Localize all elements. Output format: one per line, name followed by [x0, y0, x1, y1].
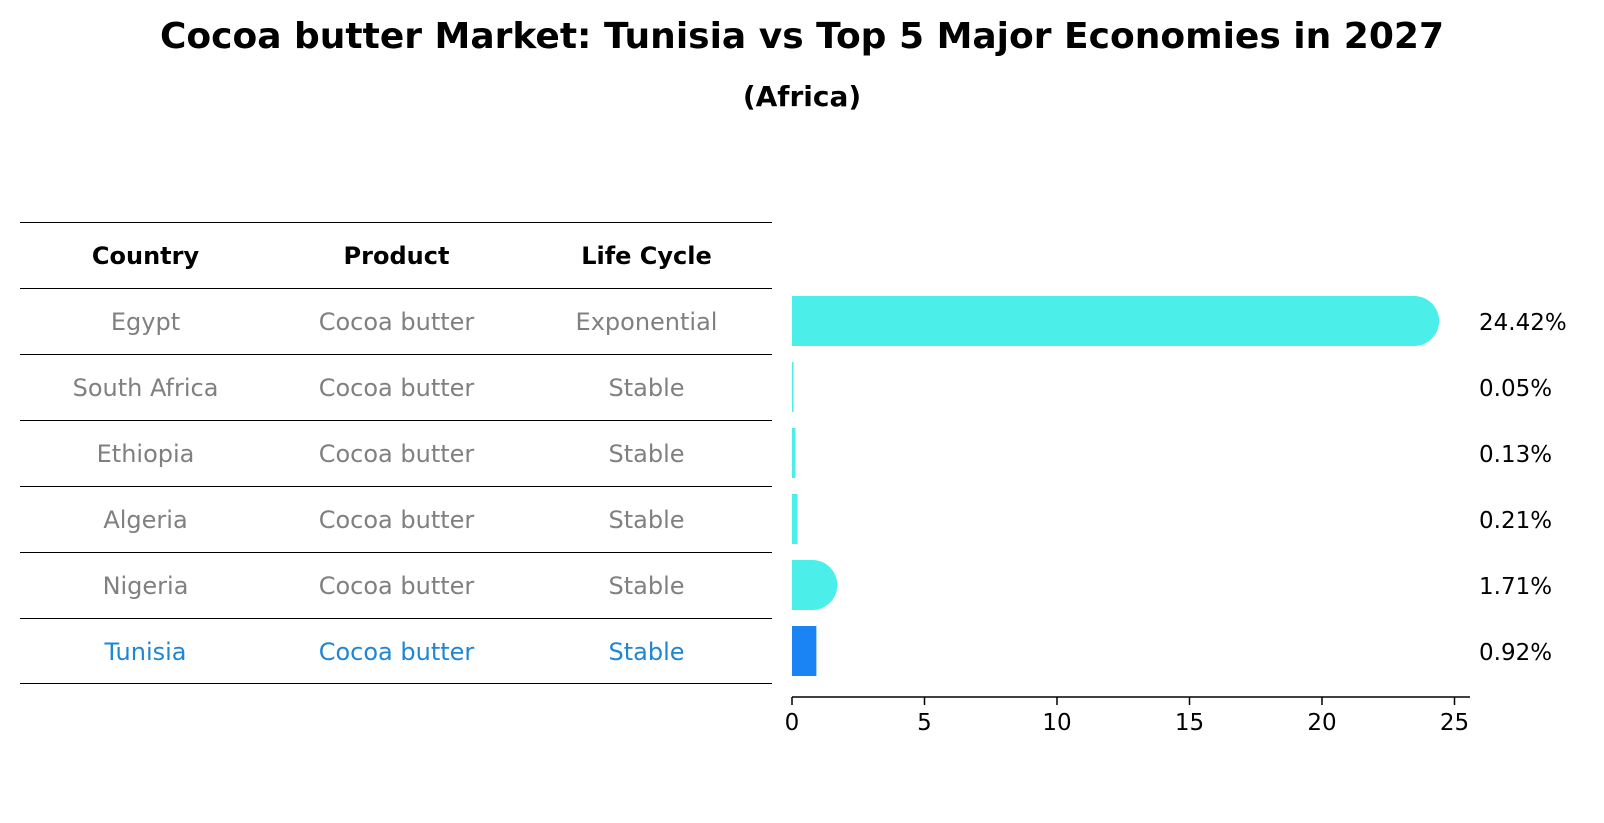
country-cell: Nigeria: [102, 572, 189, 600]
life-cycle-cell: Stable: [608, 572, 685, 600]
value-label: 1.71%: [1479, 574, 1552, 600]
product-cell: Cocoa butter: [318, 638, 475, 666]
bar: [792, 494, 798, 544]
country-cell: Algeria: [103, 506, 188, 534]
header-life-cycle: Life Cycle: [581, 242, 712, 270]
bar: [792, 626, 817, 676]
table-row: Algeria Cocoa butter Stable: [20, 486, 772, 552]
bar: [792, 428, 796, 478]
bar: [792, 362, 794, 412]
country-cell: Ethiopia: [96, 440, 195, 468]
bar: [792, 296, 1440, 346]
table-row: Ethiopia Cocoa butter Stable: [20, 420, 772, 486]
table-row: Nigeria Cocoa butter Stable: [20, 552, 772, 618]
life-cycle-cell: Stable: [608, 374, 685, 402]
country-cell: South Africa: [72, 374, 219, 402]
life-cycle-cell: Stable: [608, 440, 685, 468]
product-cell: Cocoa butter: [318, 374, 475, 402]
table-row: Egypt Cocoa butter Exponential: [20, 288, 772, 354]
value-label: 0.13%: [1479, 442, 1552, 468]
value-label: 0.92%: [1479, 640, 1552, 666]
table-row: South Africa Cocoa butter Stable: [20, 354, 772, 420]
product-cell: Cocoa butter: [318, 308, 475, 336]
value-label: 24.42%: [1479, 310, 1567, 336]
value-label: 0.05%: [1479, 376, 1552, 402]
market-table: Country Product Life Cycle Egypt Cocoa b…: [20, 222, 772, 684]
life-cycle-cell: Exponential: [575, 308, 718, 336]
x-tick-label: 15: [1175, 710, 1204, 736]
country-cell: Egypt: [110, 308, 181, 336]
x-tick-label: 20: [1307, 710, 1336, 736]
product-cell: Cocoa butter: [318, 572, 475, 600]
life-cycle-cell: Stable: [608, 638, 685, 666]
header-country: Country: [91, 242, 200, 270]
x-tick-label: 0: [785, 710, 800, 736]
product-cell: Cocoa butter: [318, 506, 475, 534]
country-cell: Tunisia: [104, 638, 187, 666]
x-tick-label: 10: [1042, 710, 1071, 736]
table-header-row: Country Product Life Cycle: [20, 222, 772, 288]
value-label: 0.21%: [1479, 508, 1552, 534]
x-tick-label: 25: [1440, 710, 1469, 736]
chart-title: Cocoa butter Market: Tunisia vs Top 5 Ma…: [159, 16, 1444, 57]
x-tick-label: 5: [917, 710, 932, 736]
header-product: Product: [343, 242, 450, 270]
bar: [792, 560, 838, 610]
table-row-highlight: Tunisia Cocoa butter Stable: [20, 618, 772, 684]
chart-subtitle: (Africa): [742, 80, 862, 113]
product-cell: Cocoa butter: [318, 440, 475, 468]
life-cycle-cell: Stable: [608, 506, 685, 534]
